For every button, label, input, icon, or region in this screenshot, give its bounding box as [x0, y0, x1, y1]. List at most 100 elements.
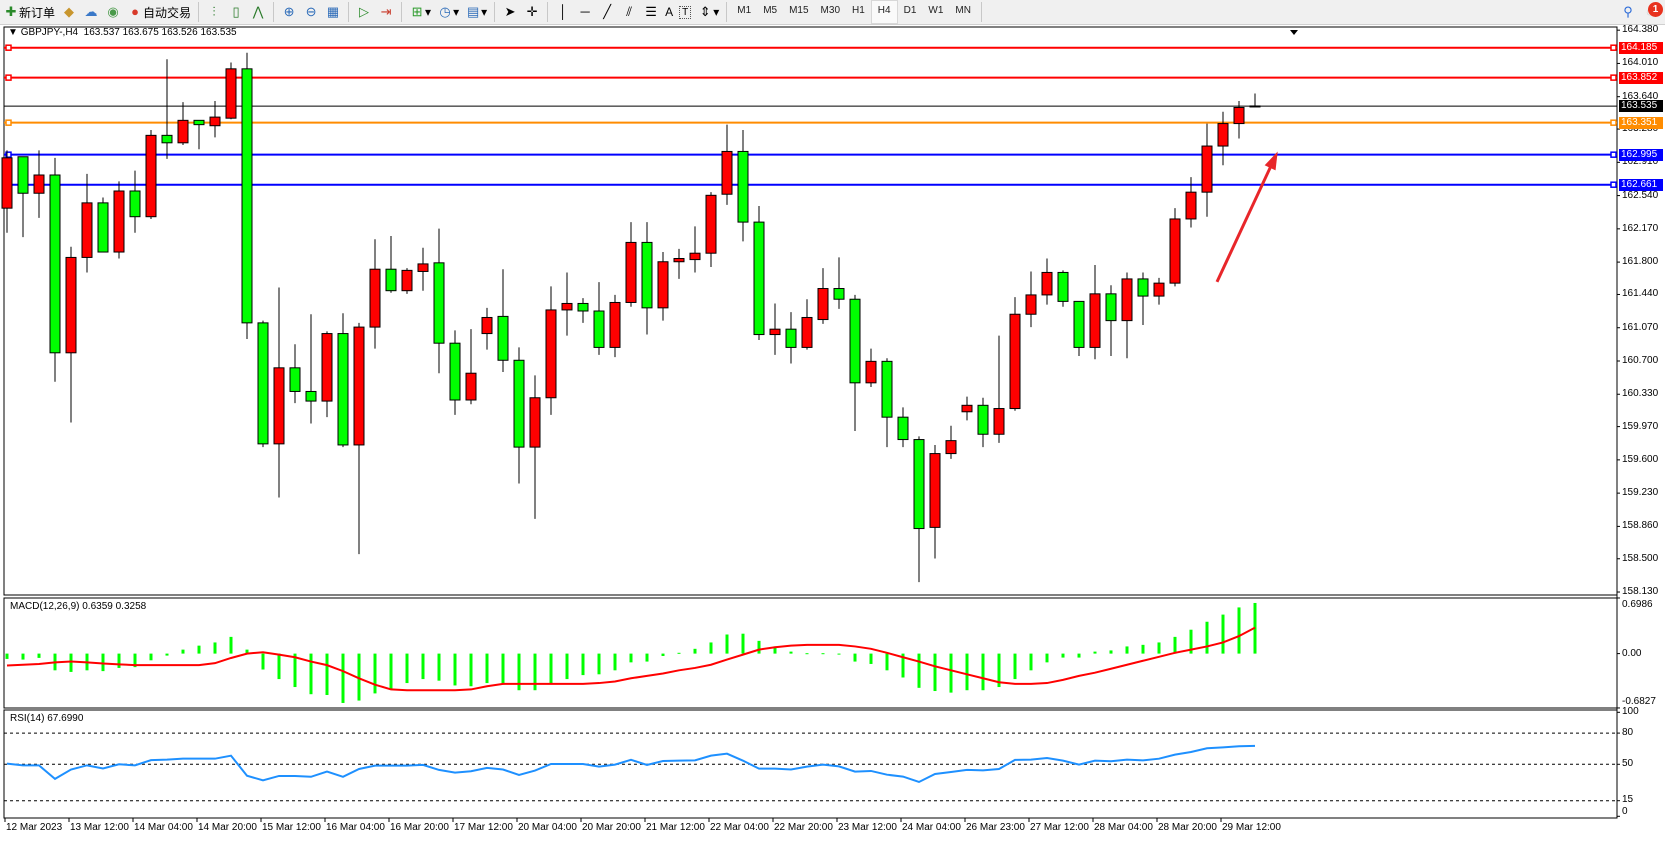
timeframe-d1[interactable]: D1 [903, 5, 917, 16]
candle-body-bearish [641, 241, 653, 309]
macd-histogram-bar [1045, 653, 1049, 663]
candle-body-bearish [577, 302, 589, 312]
macd-histogram-bar [677, 652, 681, 654]
dropdown-arrow-icon: ▾ [425, 5, 432, 19]
macd-histogram-bar [1077, 653, 1081, 658]
macd-histogram-bar [981, 653, 985, 691]
candle-body-bullish [33, 174, 45, 194]
macd-histogram-bar [293, 653, 297, 688]
search-icon: ⚲ [1623, 4, 1633, 19]
horizontal-line-icon: ─ [580, 4, 590, 19]
cursor-tool[interactable]: ➤ [499, 1, 521, 23]
macd-histogram-bar [517, 653, 521, 691]
main-chart-frame [3, 26, 1618, 596]
candle-body-bearish [193, 119, 205, 126]
crosshair-icon: ✛ [526, 4, 538, 19]
signals-button[interactable]: ◉ [102, 1, 124, 23]
macd-histogram-bar [229, 636, 233, 654]
candle-body-bullish [225, 68, 237, 119]
candle-body-bullish [769, 328, 781, 336]
macd-histogram-bar [149, 653, 153, 661]
timeframe-mn[interactable]: MN [955, 5, 971, 16]
macd-histogram-bar [757, 640, 761, 654]
equidistant-channel-tool[interactable]: ⫽ [618, 1, 640, 23]
macd-histogram-bar [789, 651, 793, 654]
toolbar-divider [198, 2, 200, 22]
new-order-label: 新订单 [19, 5, 56, 20]
new-order-icon: ✚ [5, 4, 17, 19]
macd-histogram-bar [117, 653, 121, 668]
macd-histogram-bar [1189, 629, 1193, 654]
macd-histogram-bar [341, 653, 345, 703]
timeframe-m15[interactable]: M15 [789, 5, 809, 16]
vertical-line-tool[interactable]: │ [552, 1, 574, 23]
candle-body-bullish [353, 326, 365, 446]
meta-editor-button[interactable]: ◆ [58, 1, 80, 23]
channel-icon: ⫽ [626, 4, 633, 19]
auto-scroll-button[interactable]: ▷ [353, 1, 375, 23]
chart-shift-button[interactable]: ⇥ [375, 1, 397, 23]
new-order-button[interactable]: ✚ 新订单 [0, 1, 58, 23]
macd-histogram-bar [1013, 653, 1017, 680]
candle-body-bearish [497, 315, 509, 361]
candle-body-bullish [65, 256, 77, 354]
candlestick-button[interactable]: ▯ [225, 1, 247, 23]
chart-canvas[interactable] [0, 25, 1665, 841]
indicators-button[interactable]: ⊞ ▾ [406, 1, 434, 23]
signal-icon: ◉ [107, 4, 119, 19]
arrows-tool[interactable]: ⇕ ▾ [694, 1, 722, 23]
candle-body-bearish [1137, 278, 1149, 297]
horizontal-line-tool[interactable]: ─ [574, 1, 596, 23]
macd-histogram-bar [805, 653, 809, 655]
candle-body-bearish [897, 416, 909, 441]
text-label-tool[interactable]: T [676, 1, 694, 23]
arrows-icon: ⇕ [699, 4, 711, 19]
candle-body-bullish [145, 134, 157, 218]
timeframe-m1[interactable]: M1 [737, 5, 752, 16]
text-tool[interactable]: A [662, 1, 676, 23]
macd-histogram-bar [933, 653, 937, 692]
candle-body-bullish [417, 263, 429, 272]
zoom-in-button[interactable]: ⊕ [278, 1, 300, 23]
macd-histogram-bar [245, 649, 249, 654]
timeframe-h4[interactable]: H4 [870, 0, 898, 24]
timeframe-h1[interactable]: H1 [852, 5, 865, 16]
macd-histogram-bar [693, 648, 697, 654]
macd-histogram-bar [581, 653, 585, 676]
candle-body-bullish [401, 269, 413, 292]
macd-histogram-bar [1029, 653, 1033, 671]
collapse-triangle-icon[interactable]: ▼ [8, 27, 21, 38]
fibonacci-tool[interactable]: ☰ [640, 1, 662, 23]
candle-body-bearish [977, 404, 989, 435]
auto-trading-button[interactable]: ● 自动交易 [124, 1, 194, 23]
crosshair-tool[interactable]: ✛ [521, 1, 543, 23]
cursor-arrow-icon: ➤ [504, 4, 516, 19]
trendline-tool[interactable]: ╱ [596, 1, 618, 23]
macd-histogram-bar [901, 653, 905, 678]
macd-histogram-bar [405, 653, 409, 684]
candle-body-bullish [321, 333, 333, 402]
chart-window[interactable]: 164.380 164.010 163.640 163.280 162.910 162.5… [0, 24, 1665, 841]
templates-button[interactable]: ▤ ▾ [462, 1, 490, 23]
candle-body-bearish [913, 439, 925, 530]
periods-button[interactable]: ◷ ▾ [434, 1, 462, 23]
zoom-out-button[interactable]: ⊖ [300, 1, 322, 23]
candle-body-bullish [625, 241, 637, 303]
candle-body-bullish [1121, 278, 1133, 322]
timeframe-w1[interactable]: W1 [928, 5, 944, 16]
macd-histogram-bar [165, 653, 169, 656]
tile-windows-button[interactable]: ▦ [322, 1, 344, 23]
candle-body-bearish [1057, 271, 1069, 302]
candle-body-bearish [881, 360, 893, 418]
timeframe-m30[interactable]: M30 [820, 5, 840, 16]
timeframe-m5[interactable]: M5 [763, 5, 778, 16]
candle-body-bullish [1185, 191, 1197, 220]
line-chart-button[interactable]: ⋀ [247, 1, 269, 23]
macd-histogram-bar [1093, 651, 1097, 654]
search-button[interactable]: ⚲ [1617, 1, 1639, 23]
bar-chart-button[interactable]: ⫶ [203, 1, 225, 23]
toolbar-divider [494, 2, 496, 22]
level-anchor-handle [1610, 181, 1617, 188]
auto-scroll-icon: ▷ [359, 4, 370, 19]
cloud-button[interactable]: ☁ [80, 1, 102, 23]
